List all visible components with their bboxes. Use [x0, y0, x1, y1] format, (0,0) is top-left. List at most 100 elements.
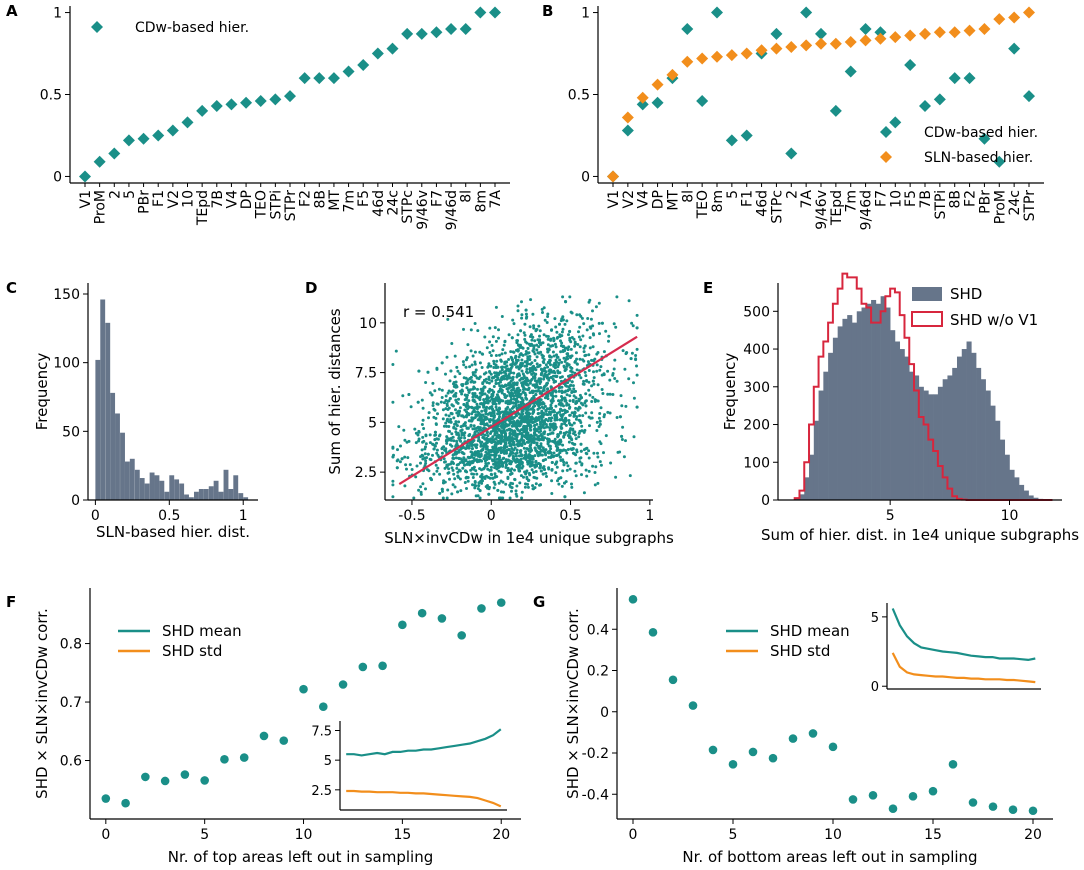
data-point — [523, 485, 527, 489]
data-point — [599, 463, 603, 467]
histogram-bar — [1004, 454, 1010, 500]
data-point — [477, 405, 481, 409]
data-point — [518, 346, 522, 349]
x-category-label: F1 — [151, 190, 167, 207]
data-point — [551, 350, 555, 354]
data-point — [533, 352, 537, 356]
data-point — [501, 431, 505, 434]
data-point — [515, 424, 519, 428]
data-point — [597, 416, 601, 420]
data-point — [455, 411, 459, 415]
data-point — [537, 377, 541, 381]
data-point — [531, 383, 535, 387]
histogram-bar — [813, 420, 819, 500]
data-point — [497, 410, 501, 413]
data-point — [506, 477, 510, 480]
data-point — [494, 396, 498, 400]
data-point — [512, 415, 516, 419]
data-point — [403, 438, 407, 442]
data-point — [473, 350, 477, 354]
data-point — [554, 461, 558, 465]
data-point — [559, 458, 563, 462]
data-point — [540, 368, 544, 372]
y-tick-label: 0.5 — [568, 88, 590, 104]
data-point — [395, 459, 399, 463]
data-point — [815, 27, 827, 40]
data-point — [494, 448, 498, 452]
y-tick-label: 7.5 — [355, 366, 377, 382]
data-point — [445, 22, 458, 35]
histogram-bar — [832, 337, 838, 500]
data-point — [458, 461, 462, 465]
data-point — [508, 383, 512, 386]
histogram-bar — [233, 475, 239, 500]
data-point — [444, 399, 448, 402]
data-point — [553, 317, 557, 321]
x-tick-label: 10 — [295, 827, 313, 843]
data-point — [513, 389, 517, 393]
data-point — [592, 451, 596, 455]
data-point — [506, 399, 510, 403]
data-point — [588, 336, 592, 340]
histogram-bar — [928, 394, 934, 500]
data-point — [478, 361, 482, 365]
data-point — [427, 411, 431, 415]
y-tick-label: 2.5 — [355, 465, 377, 481]
data-point — [507, 411, 511, 415]
histogram-bar — [203, 489, 209, 500]
data-point — [419, 485, 423, 489]
data-point — [441, 408, 445, 412]
x-axis-label: Nr. of bottom areas left out in sampling — [682, 848, 977, 866]
data-point — [581, 334, 585, 338]
data-point — [511, 420, 515, 424]
data-point — [521, 390, 525, 394]
data-point — [546, 343, 550, 347]
y-tick-label: 0.7 — [60, 695, 82, 711]
data-point — [472, 398, 476, 402]
data-point — [79, 170, 91, 183]
x-category-label: STPi — [933, 190, 949, 219]
data-point — [432, 472, 436, 476]
data-point — [434, 416, 438, 420]
data-point — [516, 419, 520, 423]
data-point — [472, 424, 476, 428]
histogram-bar — [956, 356, 963, 500]
y-tick-label: 0 — [600, 705, 609, 721]
data-point — [631, 324, 635, 328]
data-point — [501, 496, 505, 500]
y-tick-label: 300 — [743, 380, 770, 396]
data-point — [589, 416, 593, 420]
data-point — [449, 462, 453, 466]
data-point — [524, 431, 528, 435]
data-point — [404, 463, 408, 467]
data-point — [452, 416, 456, 420]
data-point — [509, 444, 513, 448]
data-point — [540, 372, 544, 375]
data-point — [495, 393, 499, 397]
data-point — [668, 675, 678, 685]
data-point — [459, 389, 462, 393]
data-point — [572, 432, 575, 435]
data-point — [489, 450, 493, 454]
panel-A: 00.51V1ProM25PBrF1V210TEpd7BV4DPTEOSTPiS… — [40, 6, 510, 230]
data-point — [535, 422, 539, 426]
data-point — [547, 467, 551, 471]
data-point — [338, 680, 348, 689]
data-point — [523, 322, 527, 326]
data-point — [681, 22, 694, 35]
data-point — [512, 423, 516, 427]
data-point — [613, 358, 617, 362]
data-point — [510, 489, 513, 493]
data-point — [459, 436, 463, 440]
data-point — [473, 450, 477, 454]
data-point — [546, 376, 550, 380]
data-point — [436, 466, 440, 470]
data-point — [513, 437, 517, 441]
x-category-label: 46d — [755, 190, 771, 217]
data-point — [515, 387, 519, 391]
data-point — [512, 397, 516, 401]
data-point — [517, 355, 521, 359]
data-point — [471, 427, 475, 431]
data-point — [550, 479, 554, 483]
